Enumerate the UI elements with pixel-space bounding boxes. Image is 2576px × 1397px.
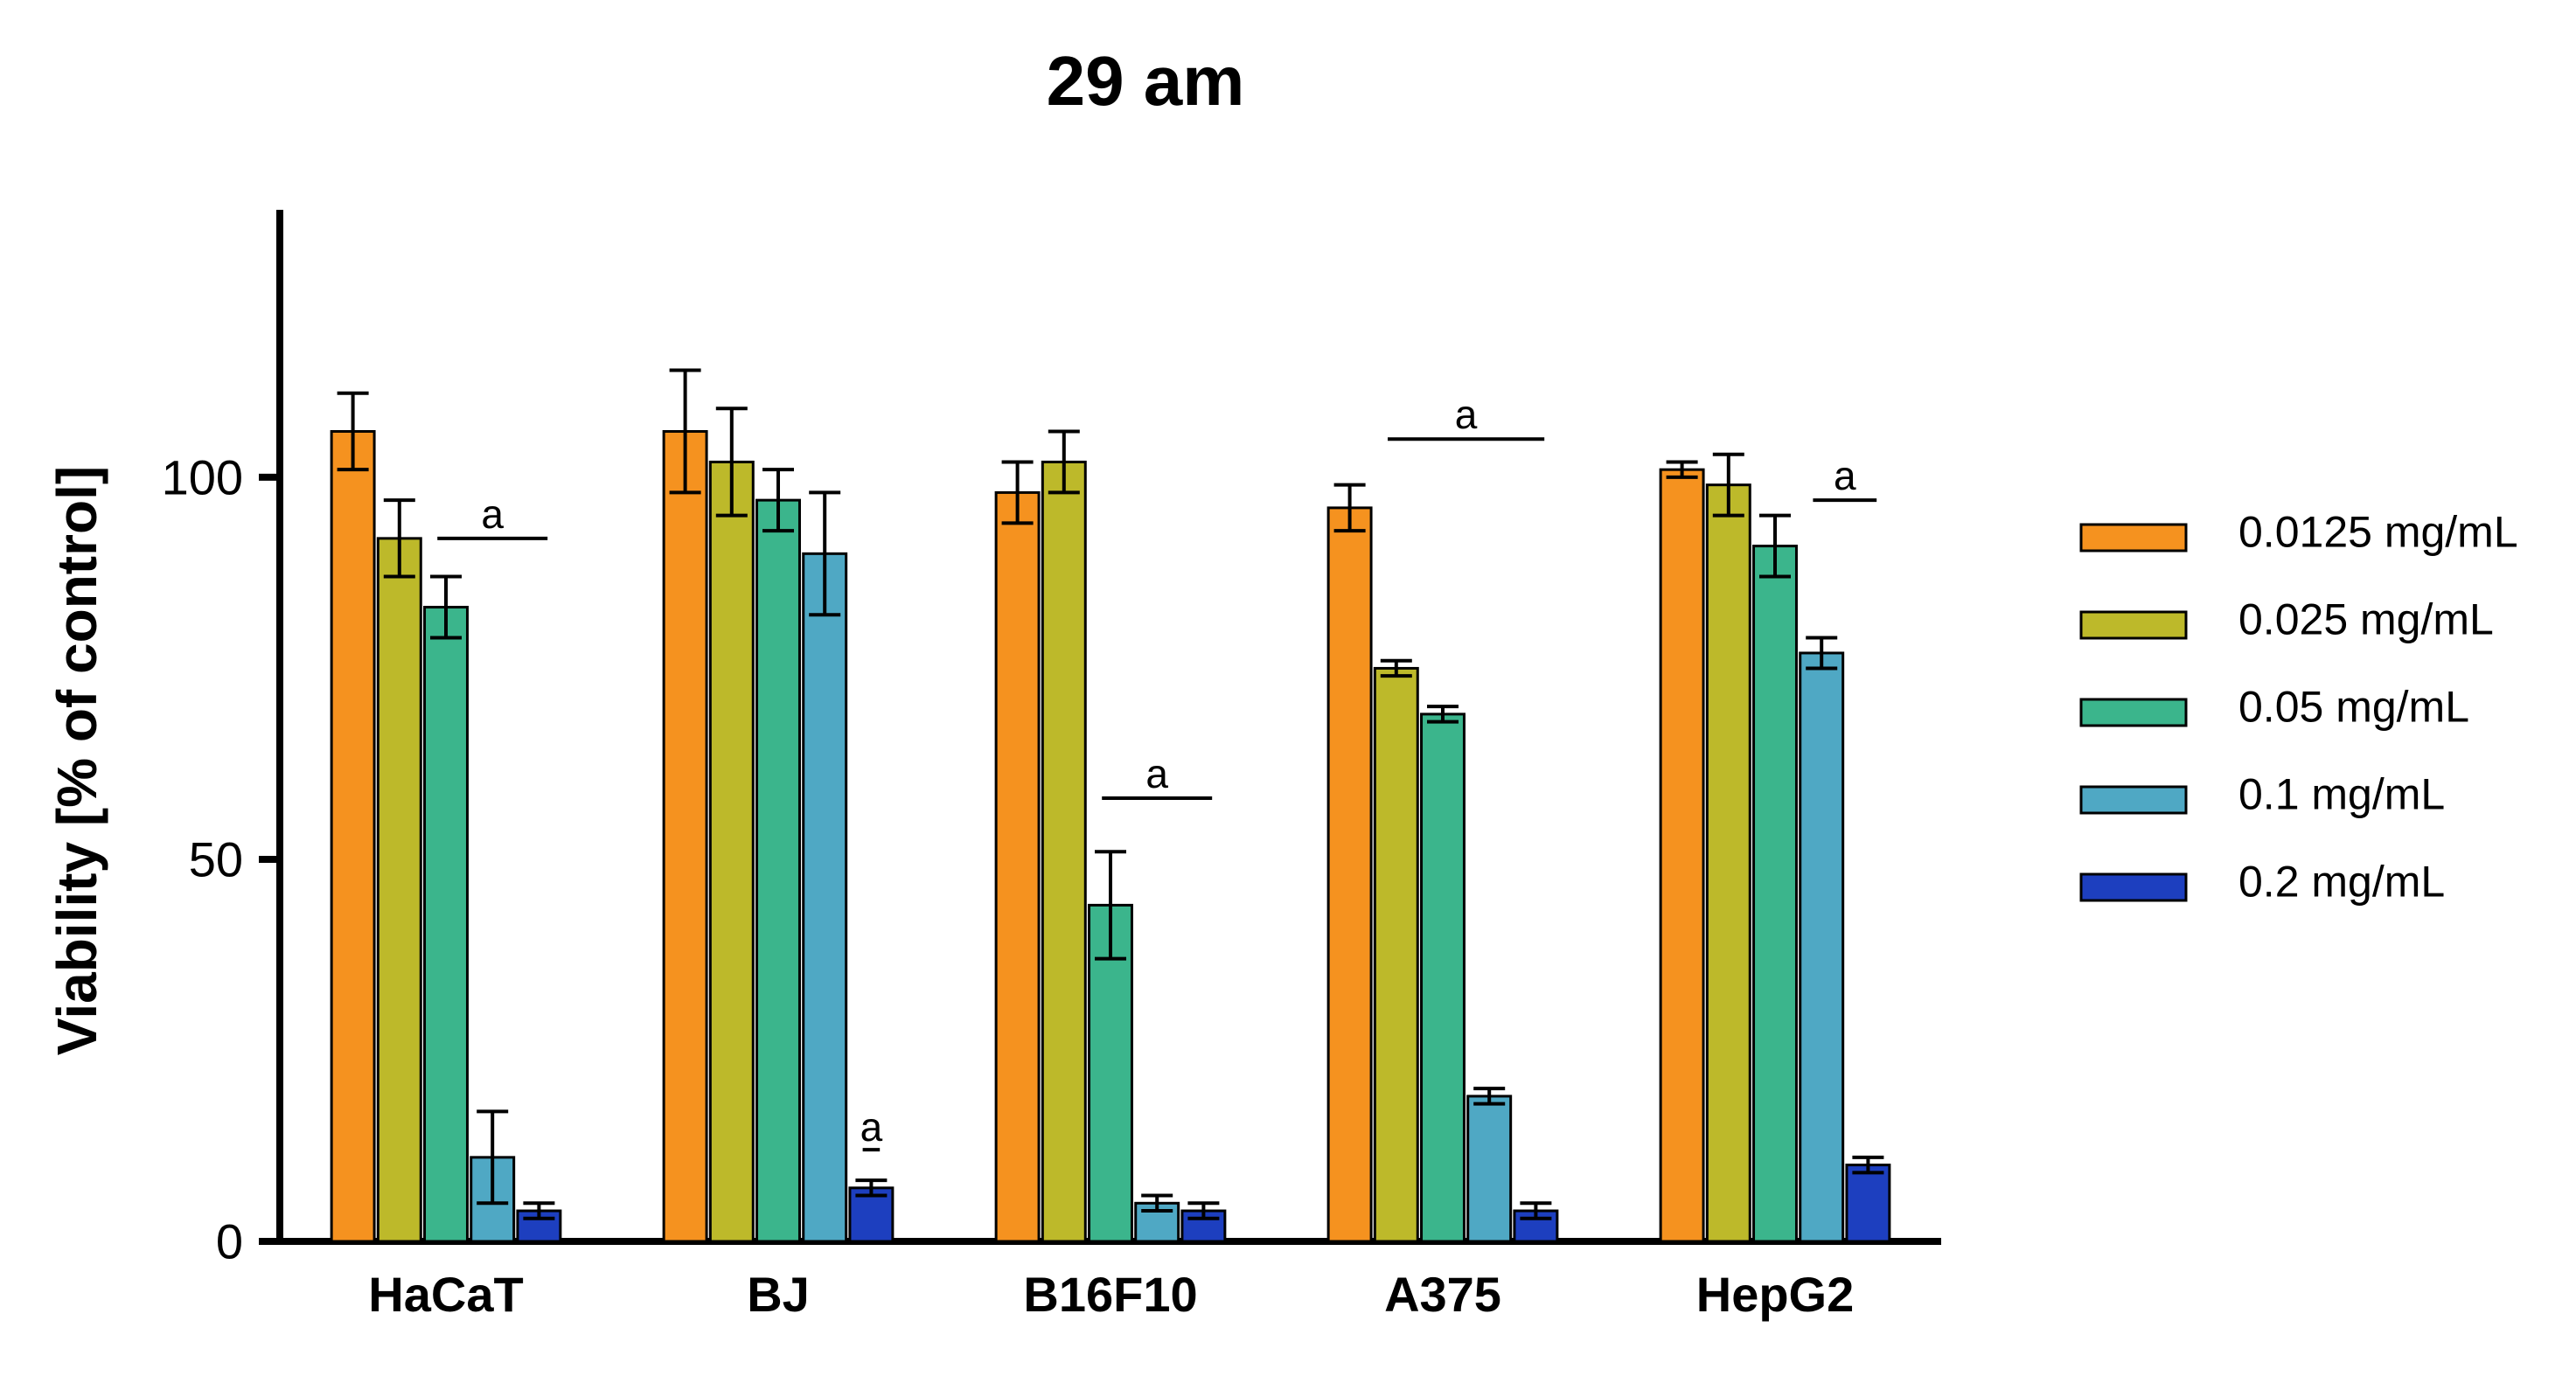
legend-swatch — [2081, 612, 2186, 638]
x-category-label: HaCaT — [368, 1267, 523, 1322]
x-category-label: A375 — [1384, 1267, 1501, 1322]
bar — [1375, 668, 1417, 1241]
legend-label: 0.0125 mg/mL — [2238, 508, 2518, 557]
bar — [1660, 469, 1703, 1241]
bar — [1042, 462, 1085, 1241]
bar — [757, 500, 800, 1241]
bar — [1422, 714, 1465, 1241]
legend-label: 0.1 mg/mL — [2238, 770, 2445, 819]
bar — [1847, 1165, 1890, 1241]
y-tick-label: 100 — [162, 450, 243, 505]
significance-label: a — [481, 491, 504, 537]
legend-swatch — [2081, 787, 2186, 813]
bar — [378, 539, 421, 1241]
bar — [331, 431, 374, 1241]
bar — [996, 492, 1039, 1241]
significance-label: a — [1455, 392, 1478, 437]
bar — [425, 608, 468, 1241]
bar — [1468, 1096, 1511, 1241]
significance-label: a — [1145, 751, 1168, 796]
significance-label: a — [1834, 453, 1856, 498]
bar — [1754, 546, 1797, 1241]
legend-swatch — [2081, 525, 2186, 551]
x-category-label: B16F10 — [1023, 1267, 1197, 1322]
y-tick-label: 50 — [189, 832, 243, 887]
bar — [1707, 485, 1750, 1241]
legend-label: 0.025 mg/mL — [2238, 595, 2494, 644]
x-category-label: HepG2 — [1696, 1267, 1855, 1322]
bar — [1800, 653, 1843, 1241]
chart-title: 29 am — [1047, 42, 1245, 120]
bar — [804, 553, 846, 1241]
legend-swatch — [2081, 699, 2186, 726]
bar — [1328, 508, 1371, 1241]
x-category-label: BJ — [747, 1267, 810, 1322]
bar — [710, 462, 753, 1241]
significance-label: a — [860, 1104, 883, 1150]
legend-swatch — [2081, 874, 2186, 900]
y-tick-label: 0 — [216, 1214, 243, 1269]
y-axis-label: Viability [% of control] — [45, 466, 108, 1055]
legend-label: 0.2 mg/mL — [2238, 858, 2445, 907]
bar — [664, 431, 707, 1241]
legend-label: 0.05 mg/mL — [2238, 683, 2469, 732]
